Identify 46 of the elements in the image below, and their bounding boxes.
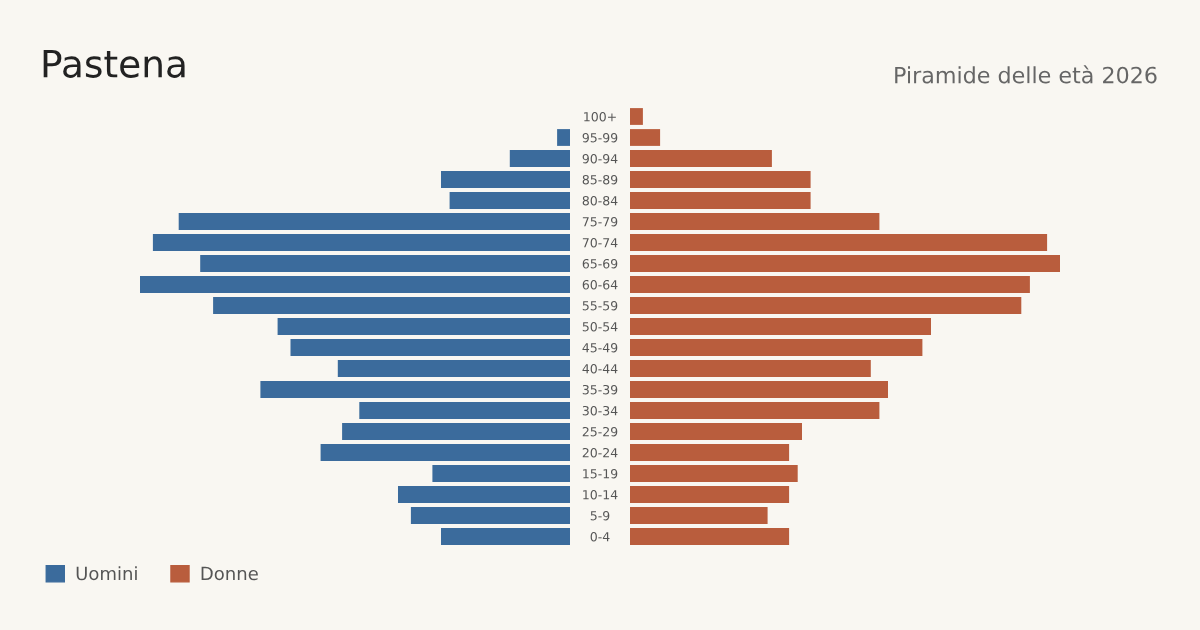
bar xyxy=(630,507,768,524)
bar xyxy=(630,171,811,188)
bar xyxy=(630,234,1048,251)
chart-subtitle: Piramide delle età 2026 xyxy=(895,65,1157,84)
bar xyxy=(630,318,931,335)
y-tick-label: 55-59 xyxy=(582,300,618,311)
y-tick-label: 30-34 xyxy=(582,405,618,416)
chart-title: Pastena xyxy=(43,50,185,78)
bar xyxy=(630,423,802,440)
y-tick-label: 60-64 xyxy=(582,279,618,290)
y-tick-label: 10-14 xyxy=(583,489,618,500)
y-tick-label: 0-4 xyxy=(590,531,610,542)
y-tick-label: 85-89 xyxy=(582,174,618,185)
y-tick-label: 100+ xyxy=(584,111,616,122)
y-tick-label: 50-54 xyxy=(582,321,618,332)
y-tick-label: 40-44 xyxy=(582,363,618,374)
y-tick-label: 20-24 xyxy=(582,447,618,458)
bar xyxy=(630,192,811,209)
y-tick-label: 45-49 xyxy=(582,342,618,353)
y-tick-label: 75-79 xyxy=(582,216,618,227)
y-tick-label: 80-84 xyxy=(582,195,618,206)
bar xyxy=(630,381,888,398)
y-tick-label: 25-29 xyxy=(582,426,618,437)
y-tick-label: 65-69 xyxy=(582,258,618,269)
bar xyxy=(630,297,1022,314)
bar xyxy=(630,444,790,461)
bar xyxy=(630,465,798,482)
bar xyxy=(630,528,790,545)
bar xyxy=(630,360,871,377)
y-tick-label: 70-74 xyxy=(582,237,618,248)
bar xyxy=(630,486,790,503)
legend-label: Uomini xyxy=(76,566,137,581)
bar xyxy=(630,255,1060,272)
y-tick-label: 15-19 xyxy=(583,468,618,479)
bar xyxy=(630,213,880,230)
bar xyxy=(630,276,1030,293)
bar xyxy=(630,129,661,146)
y-tick-label: 5-9 xyxy=(590,510,610,521)
y-tick-label: 95-99 xyxy=(582,132,618,143)
bar xyxy=(630,402,880,419)
y-tick-label: 35-39 xyxy=(582,384,618,395)
y-tick-label: 90-94 xyxy=(582,153,618,164)
bar xyxy=(630,108,643,125)
legend-label: Donne xyxy=(201,566,258,581)
bar xyxy=(630,339,923,356)
bar xyxy=(630,150,772,167)
